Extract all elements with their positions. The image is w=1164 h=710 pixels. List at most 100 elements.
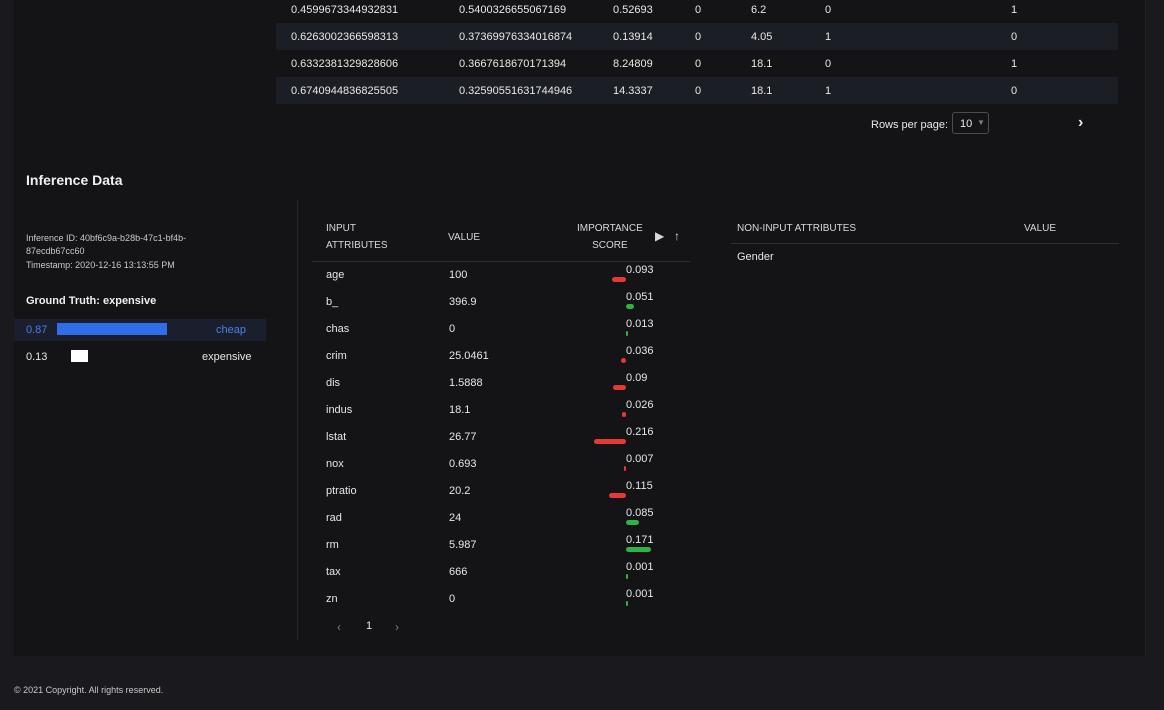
importance-score-value: 0.093 <box>626 264 654 276</box>
play-icon[interactable]: ▶ <box>655 229 665 243</box>
attribute-value: 0.693 <box>449 458 477 470</box>
importance-score-value: 0.115 <box>626 480 653 492</box>
caret-down-icon: ▼ <box>977 118 985 127</box>
table-cell: 6.2 <box>751 4 767 16</box>
importance-score-value: 0.001 <box>626 588 654 600</box>
arrow-up-icon[interactable]: ↑ <box>674 229 680 243</box>
importance-score-header[interactable]: IMPORTANCE SCORE <box>577 220 643 254</box>
inference-id: Inference ID: 40bf6c9a-b28b-47c1-bf4b- <box>26 233 187 243</box>
table-cell: 1 <box>1011 58 1018 70</box>
non-input-value-header[interactable]: VALUE <box>1024 223 1057 234</box>
table-cell: 0.6263002366598313 <box>291 31 399 43</box>
attribute-value: 100 <box>449 269 468 281</box>
attribute-value: 666 <box>449 566 468 578</box>
table-row[interactable]: 0.6332381329828606 0.3667618670171394 8.24… <box>276 50 1118 77</box>
table-cell: 1 <box>1011 4 1018 16</box>
footer-copyright: © 2021 Copyright. All rights reserved. <box>14 685 164 695</box>
main-panel: 0.4599673344932831 0.5400326655067169 0.52… <box>14 0 1146 656</box>
table-row[interactable]: 0.6263002366598313 0.37369976334016874 0.1… <box>276 23 1118 50</box>
importance-bar <box>622 412 626 417</box>
importance-bar <box>626 547 651 552</box>
chevron-right-icon[interactable]: › <box>395 620 399 634</box>
importance-bar <box>594 439 626 444</box>
prediction-label: cheap <box>216 324 246 336</box>
chevron-right-icon[interactable]: › <box>1078 114 1084 131</box>
prediction-row[interactable]: 0.87 cheap <box>14 319 266 341</box>
table-row[interactable]: 0.4599673344932831 0.5400326655067169 0.52… <box>276 0 1118 23</box>
attribute-name: chas <box>326 323 350 335</box>
table-cell: 0.32590551631744946 <box>459 85 573 97</box>
attribute-name: rm <box>326 539 339 551</box>
prediction-row[interactable]: 0.13 expensive <box>14 346 266 368</box>
importance-bar <box>624 466 626 471</box>
value-header[interactable]: VALUE <box>448 232 481 243</box>
inference-data-title: Inference Data <box>26 172 123 188</box>
importance-bar <box>626 574 628 579</box>
importance-bar <box>626 304 634 309</box>
prediction-label: expensive <box>202 351 252 363</box>
attribute-name: tax <box>326 566 341 578</box>
importance-bar <box>609 493 626 498</box>
table-cell: 0.6332381329828606 <box>291 58 399 70</box>
prediction-probability: 0.87 <box>26 324 48 336</box>
divider <box>297 200 298 640</box>
table-cell: 18.1 <box>751 85 773 97</box>
inference-id-cont: 87ecdb67cc60 <box>26 246 85 256</box>
attribute-name: lstat <box>326 431 347 443</box>
table-cell: 8.24809 <box>613 58 653 70</box>
importance-score-value: 0.085 <box>626 507 654 519</box>
table-cell: 0 <box>825 58 832 70</box>
importance-score-value: 0.036 <box>626 345 654 357</box>
importance-score-value: 0.09 <box>626 372 648 384</box>
header-divider <box>312 261 690 262</box>
importance-score-value: 0.051 <box>626 291 654 303</box>
attribute-name: b_ <box>326 296 339 308</box>
attribute-value: 26.77 <box>449 431 477 443</box>
importance-bar <box>613 385 626 390</box>
table-cell: 0 <box>825 4 832 16</box>
importance-bar <box>612 277 626 282</box>
page-number[interactable]: 1 <box>366 620 373 632</box>
table-cell: 0.6740944836825505 <box>291 85 399 97</box>
attribute-name: rad <box>326 512 342 524</box>
table-cell: 0.13914 <box>613 31 653 43</box>
rows-per-page-label: Rows per page: <box>871 119 949 131</box>
importance-score-value: 0.001 <box>626 561 654 573</box>
importance-score-value: 0.026 <box>626 399 654 411</box>
attribute-value: 5.987 <box>449 539 477 551</box>
table-cell: 1 <box>825 85 832 97</box>
attribute-value: 25.0461 <box>449 350 489 362</box>
table-cell: 18.1 <box>751 58 773 70</box>
attribute-value: 396.9 <box>449 296 477 308</box>
table-row[interactable]: 0.6740944836825505 0.32590551631744946 14.… <box>276 77 1118 104</box>
table-cell: 0 <box>1011 31 1018 43</box>
timestamp: Timestamp: 2020-12-16 13:13:55 PM <box>26 260 175 270</box>
attribute-value: 20.2 <box>449 485 471 497</box>
table-cell: 14.3337 <box>613 85 653 97</box>
attribute-name: ptratio <box>326 485 357 497</box>
table-cell: 0 <box>1011 85 1018 97</box>
attribute-name: age <box>326 269 345 281</box>
table-cell: 0 <box>695 85 702 97</box>
table-cell: 0.52693 <box>613 4 653 16</box>
table-cell: 0.5400326655067169 <box>459 4 567 16</box>
importance-bar <box>626 331 628 336</box>
importance-header-line1: IMPORTANCE <box>577 223 643 234</box>
rows-per-page-select[interactable]: 10 ▼ <box>952 112 989 134</box>
importance-score-value: 0.013 <box>626 318 654 330</box>
prediction-probability: 0.13 <box>26 351 48 363</box>
table-cell: 0.4599673344932831 <box>291 4 399 16</box>
attribute-name: zn <box>326 593 338 605</box>
attribute-name: crim <box>326 350 347 362</box>
attribute-name: indus <box>326 404 353 416</box>
non-input-attributes-header[interactable]: NON-INPUT ATTRIBUTES <box>737 223 857 234</box>
input-attributes-header[interactable]: INPUT ATTRIBUTES <box>326 220 387 254</box>
non-input-header-divider <box>731 243 1119 244</box>
importance-header-line2: SCORE <box>592 240 628 251</box>
input-header-line2: ATTRIBUTES <box>326 240 388 251</box>
prediction-bar <box>71 350 88 362</box>
attribute-value: 1.5888 <box>449 377 483 389</box>
chevron-left-icon[interactable]: ‹ <box>337 620 341 634</box>
importance-bar <box>626 520 639 525</box>
ground-truth: Ground Truth: expensive <box>26 295 157 307</box>
